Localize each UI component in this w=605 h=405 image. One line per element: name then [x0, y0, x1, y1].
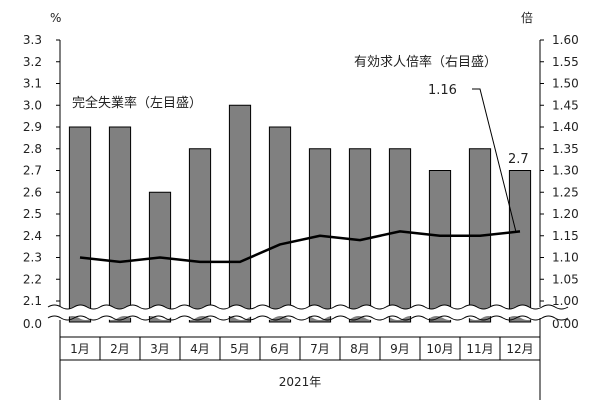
axis-break — [40, 304, 569, 321]
category-label: 6月 — [270, 342, 290, 356]
right-tick-label: 1.55 — [552, 55, 579, 69]
line-series-job-ratio — [79, 230, 521, 264]
right-tick-label: 1.15 — [552, 229, 579, 243]
right-tick-label: 1.00 — [552, 294, 579, 308]
right-tick-label: 1.10 — [552, 251, 579, 265]
right-tick-label: 1.50 — [552, 77, 579, 91]
right-axis-zero-label: 0.00 — [552, 317, 579, 331]
right-tick-label: 1.05 — [552, 272, 579, 286]
bar-last-value-label: 2.7 — [508, 152, 529, 167]
right-tick-label: 1.45 — [552, 98, 579, 112]
line-last-value-leader — [472, 88, 517, 233]
left-tick-label: 3.0 — [23, 98, 42, 112]
bar — [348, 148, 372, 323]
bar — [188, 148, 212, 323]
category-label: 3月 — [150, 342, 170, 356]
bar — [228, 104, 252, 323]
left-axis-unit: % — [50, 11, 61, 25]
left-tick-label: 3.3 — [23, 33, 42, 47]
right-axis-ticks: 1.60 1.55 1.50 1.45 1.40 1.35 1.30 1.25 1.20 1.15… — [540, 33, 579, 308]
left-tick-label: 2.1 — [23, 294, 42, 308]
left-axis-zero-label: 0.0 — [23, 317, 42, 331]
right-tick-label: 1.35 — [552, 142, 579, 156]
line-last-value-label: 1.16 — [428, 83, 457, 98]
left-tick-label: 3.1 — [23, 77, 42, 91]
bar — [268, 126, 292, 323]
left-tick-label: 2.3 — [23, 251, 42, 265]
category-label: 5月 — [230, 342, 250, 356]
category-label: 12月 — [506, 342, 533, 356]
left-tick-label: 2.6 — [23, 185, 42, 199]
bar — [108, 126, 132, 323]
category-label: 8月 — [350, 342, 370, 356]
category-label: 11月 — [466, 342, 493, 356]
category-label: 4月 — [190, 342, 210, 356]
line-series-label: 有効求人倍率（右目盛） — [354, 54, 497, 70]
category-labels: 1月 2月 3月 4月 5月 6月 7月 8月 9月 10月 11月 12月 — [70, 342, 533, 356]
category-label: 2月 — [110, 342, 130, 356]
right-tick-label: 1.25 — [552, 185, 579, 199]
category-dividers — [60, 337, 540, 361]
bar-series — [68, 104, 532, 323]
right-tick-label: 1.30 — [552, 164, 579, 178]
right-tick-label: 1.20 — [552, 207, 579, 221]
axis-break-band — [40, 305, 568, 320]
right-tick-label: 1.40 — [552, 120, 579, 134]
category-label: 7月 — [310, 342, 330, 356]
left-tick-label: 2.8 — [23, 142, 42, 156]
left-tick-label: 2.4 — [23, 229, 42, 243]
left-tick-label: 3.2 — [23, 55, 42, 69]
axis-break-edge-bottom — [47, 315, 569, 321]
left-tick-label: 2.5 — [23, 207, 42, 221]
axis-break-edge-top — [47, 304, 569, 310]
bar — [388, 148, 412, 323]
x-group-label: 2021年 — [279, 375, 322, 389]
right-axis-unit: 倍 — [521, 10, 533, 25]
right-tick-label: 1.60 — [552, 33, 579, 47]
left-tick-label: 2.9 — [23, 120, 42, 134]
left-tick-label: 2.2 — [23, 272, 42, 286]
bar — [68, 126, 92, 323]
bar-series-label: 完全失業率（左目盛） — [72, 95, 202, 111]
left-tick-label: 2.7 — [23, 164, 42, 178]
category-label: 9月 — [390, 342, 410, 356]
left-axis-ticks: 3.3 3.2 3.1 3.0 2.9 2.8 2.7 2.6 2.5 2.4 2.3 2.2 2.1 — [23, 33, 60, 308]
bar — [428, 170, 452, 323]
category-label: 1月 — [70, 342, 90, 356]
category-label: 10月 — [426, 342, 453, 356]
bar — [508, 170, 532, 323]
